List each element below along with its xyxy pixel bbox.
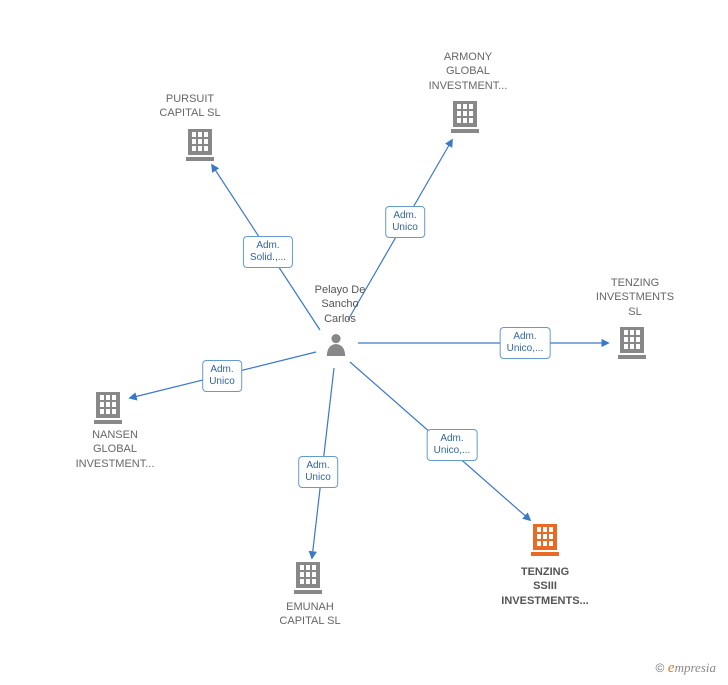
- company-node-tenzing-sl[interactable]: [618, 327, 646, 359]
- edge-label: Adm.Solid.,...: [243, 236, 293, 268]
- center-label: Pelayo De Sancho Carlos: [315, 283, 366, 326]
- edge-label: Adm.Unico: [202, 360, 242, 392]
- company-label: ARMONY GLOBAL INVESTMENT...: [429, 50, 508, 93]
- company-node-pursuit[interactable]: [186, 129, 214, 161]
- diagram-canvas: Pelayo De Sancho Carlos PURSUIT CAPITAL S…: [0, 0, 728, 685]
- company-label: NANSEN GLOBAL INVESTMENT...: [76, 428, 155, 471]
- company-node-armony[interactable]: [451, 101, 479, 133]
- company-label: TENZING INVESTMENTS SL: [596, 276, 674, 319]
- edge-label: Adm.Unico,...: [427, 429, 478, 461]
- company-label: EMUNAH CAPITAL SL: [279, 600, 340, 629]
- company-node-emunah[interactable]: [294, 562, 322, 594]
- person-icon[interactable]: [325, 331, 347, 359]
- company-label: PURSUIT CAPITAL SL: [159, 92, 220, 121]
- company-label: TENZING SSIII INVESTMENTS...: [501, 565, 588, 608]
- company-node-nansen[interactable]: [94, 392, 122, 424]
- brand-name: empresia: [668, 660, 716, 675]
- edge-label: Adm.Unico,...: [500, 327, 551, 359]
- copyright-symbol: ©: [655, 661, 664, 675]
- company-node-tenzing-ssiii[interactable]: [531, 524, 559, 556]
- edge-label: Adm.Unico: [385, 206, 425, 238]
- footer-credit: © empresia: [655, 660, 716, 677]
- edge-label: Adm.Unico: [298, 456, 338, 488]
